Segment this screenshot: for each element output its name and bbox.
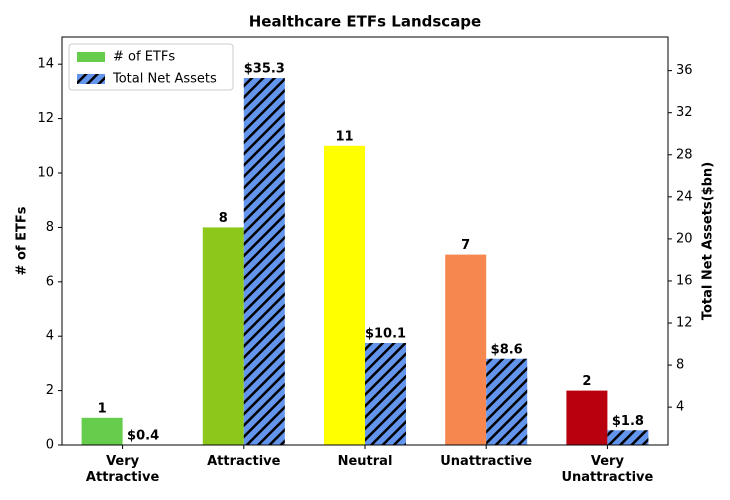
value-label: 11 [335, 129, 353, 144]
y-tick-label: 6 [46, 274, 54, 289]
y2-axis-label: Total Net Assets($bn) [701, 162, 716, 320]
y-tick-label: 10 [37, 166, 54, 181]
y-tick-label: 14 [37, 57, 54, 72]
bar [81, 417, 123, 445]
value-label: 8 [219, 211, 228, 226]
y2-tick-label: 4 [676, 400, 684, 415]
y-tick-label: 12 [37, 111, 54, 126]
y2-tick-label: 28 [676, 147, 693, 162]
y2-tick-label: 16 [676, 273, 693, 288]
legend-swatch [77, 52, 105, 62]
y2-tick-label: 8 [676, 358, 684, 373]
value-label: $8.6 [491, 342, 523, 357]
value-label: $35.3 [244, 62, 285, 77]
y2-tick-label: 36 [676, 63, 693, 78]
bar-hatch [607, 430, 649, 445]
legend-swatch-hatch [77, 74, 105, 84]
value-label: 2 [582, 374, 591, 389]
bar [566, 390, 608, 445]
bar-hatch [365, 343, 406, 445]
x-tick-label: Attractive [207, 454, 281, 469]
bar [324, 145, 365, 446]
value-label: $1.8 [612, 414, 644, 429]
chart-title: Healthcare ETFs Landscape [249, 13, 481, 31]
y2-tick-label: 32 [676, 105, 693, 120]
x-tick-label: Very Attractive [85, 454, 160, 485]
x-tick-label: Neutral [337, 454, 393, 469]
y-tick-label: 8 [46, 220, 54, 235]
value-label: $10.1 [365, 327, 406, 342]
y-axis-label: # of ETFs [15, 206, 30, 275]
y-tick-label: 2 [46, 383, 54, 398]
bar-hatch [486, 358, 528, 445]
y-tick-label: 4 [46, 329, 54, 344]
x-tick-label: Very Unattractive [561, 454, 654, 485]
value-label: 1 [98, 401, 107, 416]
y-tick-label: 0 [46, 438, 54, 453]
y2-tick-label: 12 [676, 316, 693, 331]
bar [202, 227, 244, 445]
legend: # of ETFs Total Net Assets [68, 43, 234, 91]
bar-hatch [243, 78, 285, 445]
legend-label: Total Net Assets [112, 72, 217, 87]
y2-tick-label: 24 [676, 189, 693, 204]
value-label: 7 [461, 238, 470, 253]
y2-tick-label: 20 [676, 231, 693, 246]
value-label: $0.4 [127, 429, 159, 444]
bar [445, 254, 487, 445]
x-tick-label: Unattractive [440, 454, 533, 469]
legend-label: # of ETFs [113, 50, 175, 65]
legend-frame [68, 43, 234, 91]
